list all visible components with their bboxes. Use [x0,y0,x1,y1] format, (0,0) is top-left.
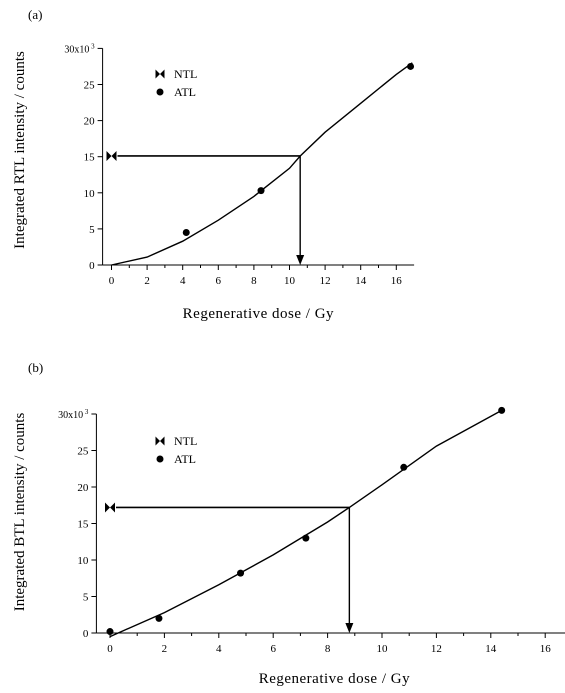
x-tick-label: 14 [355,275,367,287]
atl-point [237,569,245,577]
panel-label: (b) [28,360,43,375]
y-axis-label: Integrated BTL intensity / counts [12,413,28,612]
x-tick-label: 10 [377,643,389,655]
atl-point [498,406,506,414]
atl-point [302,534,310,542]
y-tick-label: 10 [84,188,96,200]
y-tick-label: 20 [84,116,96,128]
atl-point [407,62,415,70]
y-axis-label: Integrated RTL intensity / counts [12,51,28,249]
y-tick-label: 15 [77,519,89,531]
y-tick-label: 0 [83,628,89,640]
x-tick-label: 6 [216,275,222,287]
atl-point [106,628,114,636]
x-tick-label: 4 [216,643,222,655]
x-tick-label: 10 [284,275,296,287]
panel-a: (a) 0 5 10 15 20 25 30x10 3 0 2 4 6 8 10 12 14 16 Regener… [12,7,415,322]
arrow-head [296,255,305,265]
x-tick-label: 2 [162,643,168,655]
y-tick-label: 25 [84,80,96,92]
atl-point [257,187,265,195]
atl-point [182,229,190,237]
x-tick-label: 16 [391,275,403,287]
ntl-point [106,150,117,161]
legend-atl-marker [156,455,164,463]
x-tick-label: 8 [251,275,257,287]
x-tick-label: 0 [107,643,113,655]
y-tick-label: 15 [84,152,96,164]
y-exponent-label: 30x10 3 [64,42,95,55]
legend-atl-marker [156,88,164,96]
x-tick-label: 14 [485,643,497,655]
x-tick-label: 2 [144,275,150,287]
x-tick-label: 8 [325,643,331,655]
legend-atl-label: ATL [174,85,196,99]
x-tick-label: 6 [270,643,276,655]
x-tick-label: 12 [320,275,331,287]
fit-curve [109,409,503,638]
y-exponent-label: 30x10 3 [58,408,89,421]
x-tick-label: 4 [180,275,186,287]
y-tick-label: 5 [89,224,95,236]
panel-label: (a) [28,7,42,22]
x-tick-label: 12 [431,643,442,655]
legend-ntl-marker [155,436,165,446]
y-tick-label: 20 [77,482,89,494]
atl-point [400,463,408,471]
y-tick-label: 10 [77,555,89,567]
y-tick-label: 5 [83,592,89,604]
atl-point [155,614,163,622]
ntl-point [105,502,115,513]
legend-ntl-label: NTL [174,434,197,448]
x-axis-label: Regenerative dose / Gy [183,306,334,322]
x-tick-label: 16 [540,643,552,655]
legend-ntl-marker [155,69,165,79]
arrow-head [345,623,354,633]
x-tick-label: 0 [109,275,115,287]
legend-atl-label: ATL [174,452,196,466]
x-axis-label: Regenerative dose / Gy [259,671,410,687]
fit-curve [111,62,413,266]
legend-ntl-label: NTL [174,67,197,81]
panel-b: (b) 0 5 10 15 20 25 30x10 3 0 2 4 6 8 10 12 14 16 Regener… [12,360,565,687]
y-tick-label: 0 [89,260,95,272]
y-tick-label: 25 [77,446,89,458]
